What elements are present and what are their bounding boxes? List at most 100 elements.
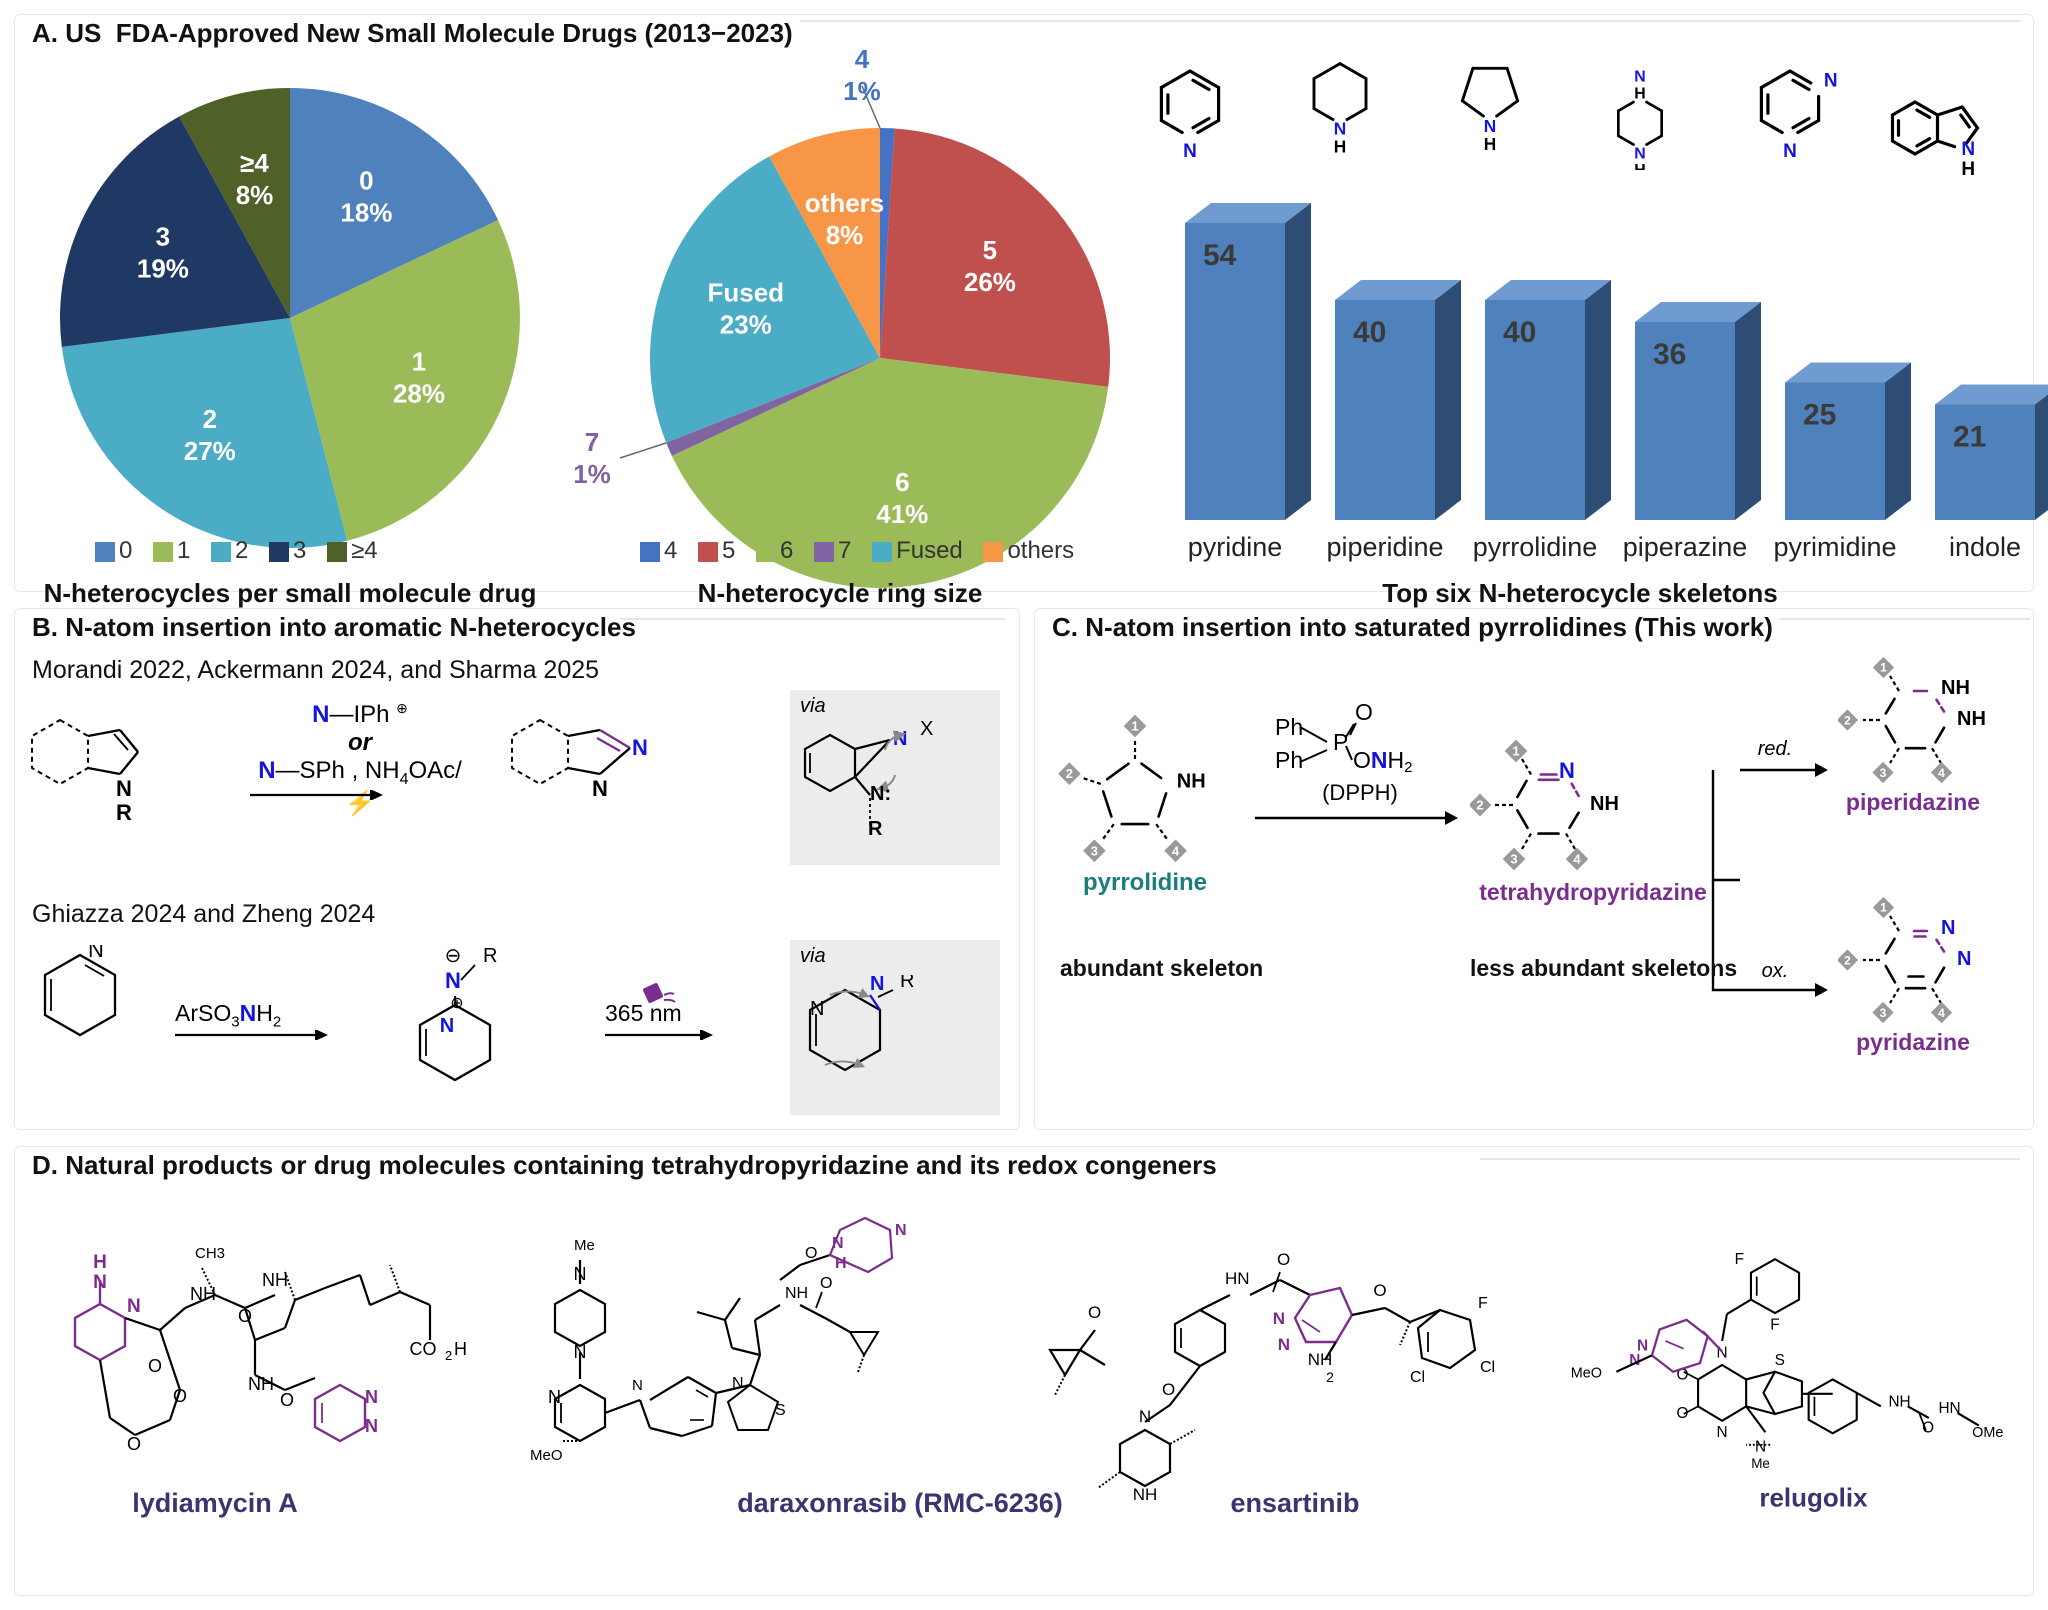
- svg-text:CO: CO: [410, 1339, 437, 1359]
- svg-text:N: N: [632, 1377, 643, 1394]
- svg-text:N: N: [1273, 1309, 1285, 1328]
- svg-text:N: N: [810, 998, 824, 1020]
- svg-text:8%: 8%: [826, 220, 864, 250]
- svg-text:4: 4: [1172, 843, 1180, 858]
- svg-text:N: N: [870, 975, 884, 995]
- svg-text:pyrrolidine: pyrrolidine: [1473, 532, 1598, 562]
- svg-text:NH: NH: [262, 1270, 288, 1290]
- svg-text:Me: Me: [1751, 1456, 1770, 1471]
- svg-text:8%: 8%: [236, 180, 274, 210]
- svg-text:Ph: Ph: [1275, 714, 1303, 740]
- svg-text:26%: 26%: [964, 267, 1016, 297]
- svg-text:N: N: [1941, 917, 1955, 939]
- svg-text:H: H: [1484, 134, 1496, 154]
- svg-text:pyridine: pyridine: [1188, 532, 1283, 562]
- svg-text:red.: red.: [1758, 740, 1792, 760]
- svg-text:O: O: [1162, 1380, 1175, 1399]
- svg-text:Fused: Fused: [708, 278, 785, 308]
- svg-text:NH: NH: [1133, 1485, 1158, 1504]
- svg-text:CH3: CH3: [195, 1245, 225, 1262]
- svg-text:N: N: [440, 1015, 454, 1037]
- svg-text:N: N: [365, 1387, 378, 1407]
- svg-text:4: 4: [855, 48, 870, 74]
- svg-text:O: O: [1277, 1250, 1290, 1269]
- svg-text:N: N: [548, 1387, 561, 1407]
- svg-text:S: S: [775, 1402, 786, 1419]
- svg-text:N: N: [1783, 141, 1797, 160]
- svg-text:HN: HN: [1938, 1400, 1960, 1417]
- svg-text:N: N: [1717, 1424, 1728, 1441]
- svg-text:piperazine: piperazine: [1623, 532, 1748, 562]
- svg-text:N: N: [1824, 71, 1838, 92]
- svg-text:2: 2: [1476, 798, 1483, 813]
- svg-text:N: N: [632, 735, 648, 760]
- svg-text:6: 6: [895, 467, 909, 497]
- svg-text:3: 3: [1091, 843, 1098, 858]
- svg-text:tetrahydropyridazine: tetrahydropyridazine: [1479, 879, 1707, 905]
- svg-text:O: O: [1088, 1303, 1101, 1322]
- svg-text:pyrrolidine: pyrrolidine: [1083, 869, 1207, 896]
- svg-text:HN: HN: [1225, 1269, 1250, 1288]
- svg-text:N: N: [1183, 141, 1197, 160]
- svg-text:27%: 27%: [184, 436, 236, 466]
- svg-text:3: 3: [156, 221, 170, 251]
- svg-text:N: N: [127, 1296, 141, 1317]
- svg-text:MeO: MeO: [530, 1447, 563, 1464]
- svg-text:40: 40: [1353, 316, 1386, 349]
- svg-text:F: F: [1478, 1295, 1488, 1312]
- svg-text:piperidine: piperidine: [1326, 532, 1443, 562]
- svg-text:18%: 18%: [340, 198, 392, 228]
- svg-text:N: N: [445, 968, 461, 993]
- svg-text:S: S: [1775, 1352, 1785, 1369]
- svg-text:2: 2: [1844, 714, 1851, 728]
- svg-text:1: 1: [1512, 744, 1519, 759]
- svg-text:N: N: [1139, 1407, 1151, 1426]
- svg-text:4: 4: [1573, 852, 1581, 867]
- svg-text:N: N: [365, 1416, 378, 1436]
- svg-text:NH: NH: [1957, 708, 1986, 730]
- svg-text:pyridazine: pyridazine: [1856, 1029, 1970, 1055]
- svg-text:N: N: [116, 776, 132, 801]
- svg-text:O: O: [820, 1275, 832, 1292]
- svg-text:⊖: ⊖: [445, 945, 462, 967]
- svg-text:N: N: [732, 1375, 744, 1392]
- svg-text:1: 1: [412, 347, 426, 377]
- svg-text:2: 2: [1066, 766, 1073, 781]
- svg-text:1: 1: [1131, 719, 1138, 734]
- svg-text:7: 7: [585, 427, 599, 457]
- svg-text:ensartinib: ensartinib: [1230, 1488, 1359, 1518]
- svg-text:N: N: [93, 1272, 107, 1293]
- svg-text:1%: 1%: [843, 76, 881, 106]
- svg-text:N: N: [895, 1222, 907, 1239]
- svg-text:O: O: [148, 1356, 162, 1376]
- svg-text:28%: 28%: [393, 379, 445, 409]
- svg-text:N: N: [592, 776, 608, 801]
- svg-text:4: 4: [1938, 1006, 1945, 1020]
- svg-text:ox.: ox.: [1762, 960, 1789, 982]
- svg-text:5: 5: [983, 235, 997, 265]
- svg-text:4: 4: [1938, 766, 1945, 780]
- svg-text:Cl: Cl: [1410, 1369, 1425, 1386]
- svg-text:O: O: [1355, 700, 1373, 725]
- svg-text:⊕: ⊕: [450, 995, 463, 1012]
- svg-text:N: N: [1634, 70, 1645, 86]
- svg-text:NH: NH: [1941, 677, 1970, 699]
- svg-text:25: 25: [1803, 399, 1836, 432]
- svg-text:N: N: [893, 728, 907, 750]
- svg-text:ONH2: ONH2: [1353, 747, 1412, 776]
- svg-text:H: H: [1334, 137, 1346, 157]
- svg-text:21: 21: [1953, 421, 1986, 454]
- svg-text:1%: 1%: [573, 459, 611, 489]
- svg-text:indole: indole: [1949, 532, 2021, 562]
- svg-text:1: 1: [1880, 901, 1887, 915]
- svg-text:MeO: MeO: [1571, 1366, 1602, 1382]
- svg-text:R: R: [868, 818, 883, 840]
- svg-text:Ph: Ph: [1275, 747, 1303, 773]
- svg-text:3: 3: [1510, 852, 1517, 867]
- svg-text:NH: NH: [1888, 1393, 1910, 1410]
- svg-text:N: N: [1484, 116, 1496, 136]
- svg-text:H: H: [454, 1339, 467, 1359]
- svg-text:H: H: [93, 1252, 107, 1273]
- svg-text:(DPPH): (DPPH): [1322, 780, 1398, 805]
- svg-text:N: N: [1278, 1335, 1290, 1354]
